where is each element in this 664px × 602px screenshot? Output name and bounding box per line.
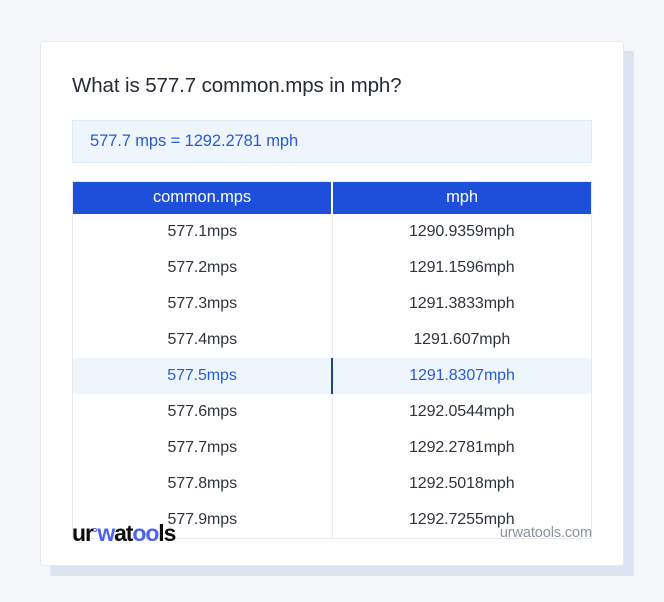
cell-mph: 1292.0544mph <box>332 394 592 431</box>
cell-common-mps: 577.6mps <box>72 394 333 431</box>
table-header: common.mps mph <box>72 181 592 215</box>
table-row[interactable]: 577.4mps 1291.607mph <box>72 322 592 359</box>
logo-text-part-5: ls <box>158 519 176 546</box>
cell-mph: 1291.1596mph <box>332 250 592 287</box>
column-header-mph: mph <box>332 181 592 215</box>
table-header-row: common.mps mph <box>72 181 592 215</box>
footer-domain-label: urwatools.com <box>499 525 592 541</box>
logo-dot-icon <box>92 527 97 532</box>
table-row[interactable]: 577.5mps 1291.8307mph <box>72 358 592 395</box>
result-banner: 577.7 mps = 1292.2781 mph <box>72 119 592 163</box>
logo-text-part-2: w <box>97 519 115 546</box>
logo-text-part-3: at <box>114 519 133 546</box>
cell-common-mps: 577.9mps <box>72 502 333 539</box>
table-row[interactable]: 577.6mps 1292.0544mph <box>72 394 592 431</box>
table-row[interactable]: 577.3mps 1291.3833mph <box>72 286 592 323</box>
table-row[interactable]: 577.8mps 1292.5018mph <box>72 466 592 503</box>
table-row[interactable]: 577.7mps 1292.2781mph <box>72 430 592 467</box>
cell-mph: 1292.5018mph <box>332 466 592 503</box>
conversion-card: What is 577.7 common.mps in mph? 577.7 m… <box>40 41 624 566</box>
logo-glasses-oo-icon: oo <box>132 519 159 546</box>
cell-common-mps: 577.4mps <box>72 322 333 359</box>
urwatools-logo[interactable]: ur w at oo ls <box>72 519 176 546</box>
cell-common-mps: 577.8mps <box>72 466 333 503</box>
table-body: 577.1mps 1290.9359mph 577.2mps 1291.1596mph… <box>72 214 592 539</box>
cell-mph: 1290.9359mph <box>332 214 592 251</box>
cell-common-mps: 577.5mps <box>72 358 333 395</box>
cell-mph: 1292.7255mph <box>332 502 592 539</box>
cell-common-mps: 577.3mps <box>72 286 333 323</box>
result-banner-text: 577.7 mps = 1292.2781 mph <box>90 131 299 150</box>
page-title: What is 577.7 common.mps in mph? <box>72 74 402 97</box>
card-footer: ur w at oo ls urwatools.com <box>72 519 592 547</box>
cell-common-mps: 577.2mps <box>72 250 333 287</box>
table-row[interactable]: 577.9mps 1292.7255mph <box>72 502 592 539</box>
cell-mph: 1291.3833mph <box>332 286 592 323</box>
cell-mph: 1291.8307mph <box>332 358 592 395</box>
cell-mph: 1291.607mph <box>332 322 592 359</box>
table-row[interactable]: 577.2mps 1291.1596mph <box>72 250 592 287</box>
column-header-common-mps: common.mps <box>72 181 333 215</box>
cell-common-mps: 577.1mps <box>72 214 333 251</box>
conversion-table: common.mps mph 577.1mps 1290.9359mph 577.2… <box>72 180 592 539</box>
cell-common-mps: 577.7mps <box>72 430 333 467</box>
logo-text-part-1: ur <box>72 519 94 546</box>
table-row[interactable]: 577.1mps 1290.9359mph <box>72 214 592 251</box>
cell-mph: 1292.2781mph <box>332 430 592 467</box>
